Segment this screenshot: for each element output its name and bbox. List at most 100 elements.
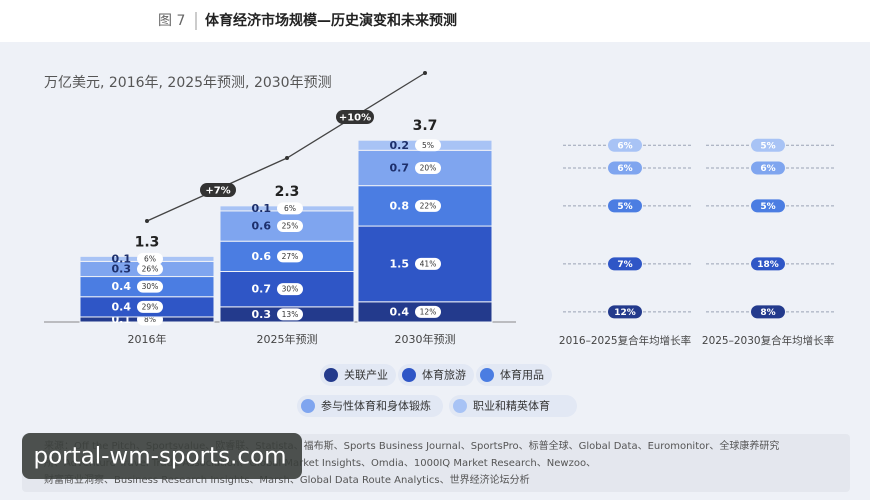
- share-label: 29%: [142, 302, 159, 311]
- growth-rate: 7%: [617, 260, 632, 270]
- legend-item: [476, 364, 552, 386]
- growth-rate: 6%: [760, 164, 775, 174]
- share-label: 5%: [422, 141, 434, 150]
- share-pill: [415, 305, 441, 318]
- share-pill: [137, 252, 163, 265]
- total-label: 2.3: [275, 184, 300, 200]
- growth-pill: [608, 161, 642, 175]
- growth-rate: 8%: [760, 308, 775, 318]
- legend-swatch: [301, 399, 315, 413]
- growth-pill: [608, 305, 642, 319]
- legend-item: [449, 395, 577, 417]
- column-header: 2025–2030复合年均增长率: [702, 334, 834, 347]
- figure-number: 图 7: [158, 13, 185, 29]
- growth-pill: [608, 257, 642, 271]
- growth-pill: [200, 183, 236, 197]
- segment-value: 0.2: [390, 139, 410, 152]
- growth-rate: 5%: [760, 141, 775, 151]
- share-label: 6%: [284, 204, 296, 213]
- legend-label: 体育旅游: [422, 368, 466, 382]
- growth-dot: [423, 71, 427, 75]
- growth-label: +7%: [205, 186, 230, 197]
- segment-value: 0.1: [112, 252, 132, 265]
- share-label: 41%: [420, 259, 437, 268]
- segment-value: 1.5: [390, 257, 410, 270]
- x-tick-label: 2030年预测: [395, 332, 456, 346]
- share-label: 25%: [282, 222, 299, 231]
- legend-swatch: [480, 368, 494, 382]
- watermark-box: [22, 433, 302, 479]
- legend-swatch: [324, 368, 338, 382]
- share-pill: [277, 308, 303, 321]
- share-label: 13%: [282, 310, 299, 319]
- share-label: 12%: [420, 307, 437, 316]
- growth-dot: [145, 219, 149, 223]
- share-label: 20%: [420, 163, 437, 172]
- growth-dot: [285, 156, 289, 160]
- growth-pill: [751, 305, 785, 319]
- share-pill: [277, 250, 303, 263]
- legend-swatch: [402, 368, 416, 382]
- growth-rate: 5%: [760, 202, 775, 212]
- share-label: 30%: [282, 285, 299, 294]
- share-label: 22%: [420, 201, 437, 210]
- segment-value: 0.8: [390, 199, 410, 212]
- share-label: 27%: [282, 252, 299, 261]
- bar-segment: [219, 210, 355, 242]
- legend-item: [398, 364, 474, 386]
- growth-pill: [608, 138, 642, 152]
- total-label: 3.7: [413, 118, 438, 134]
- segment-value: 0.1: [252, 202, 272, 215]
- growth-rate: 18%: [757, 260, 779, 270]
- growth-rate: 12%: [614, 308, 636, 318]
- header-band: [0, 0, 870, 42]
- growth-rate: 5%: [617, 202, 632, 212]
- growth-pill: [336, 110, 374, 124]
- legend-item: [297, 395, 443, 417]
- segment-value: 0.4: [390, 305, 410, 318]
- growth-rate: 6%: [617, 164, 632, 174]
- title: 体育经济市场规模—历史演变和未来预测: [205, 12, 457, 29]
- growth-rate: 6%: [617, 141, 632, 151]
- share-label: 8%: [144, 315, 156, 324]
- share-label: 30%: [142, 282, 159, 291]
- growth-pill: [751, 138, 785, 152]
- share-pill: [277, 220, 303, 233]
- legend-label: 参与性体育和身体锻炼: [321, 399, 431, 413]
- legend-swatch: [453, 399, 467, 413]
- growth-pill: [751, 257, 785, 271]
- legend-label: 职业和精英体育: [473, 399, 550, 413]
- bar-segment: [357, 185, 493, 227]
- x-tick-label: 2025年预测: [257, 332, 318, 346]
- total-label: 1.3: [135, 234, 160, 250]
- share-label: 26%: [142, 264, 159, 273]
- share-pill: [137, 300, 163, 313]
- subtitle: 万亿美元, 2016年, 2025年预测, 2030年预测: [44, 75, 332, 91]
- segment-value: 0.7: [390, 161, 410, 174]
- growth-pill: [751, 161, 785, 175]
- growth-pill: [608, 199, 642, 213]
- share-pill: [415, 139, 441, 152]
- segment-value: 0.4: [112, 280, 132, 293]
- legend-item: [320, 364, 396, 386]
- segment-value: 0.7: [252, 283, 272, 296]
- share-pill: [277, 283, 303, 296]
- segment-value: 0.6: [252, 220, 272, 233]
- share-pill: [415, 257, 441, 270]
- segment-value: 0.3: [112, 262, 132, 275]
- segment-value: 0.3: [252, 308, 272, 321]
- bars: 0.1 8% 0.4 29% 0.4 30% 0.3 26% 0.1 6% 1.3 2016年 0.3 1…: [79, 118, 834, 347]
- share-pill: [415, 161, 441, 174]
- column-header: 2016–2025复合年均增长率: [559, 334, 691, 347]
- segment-value: 0.6: [252, 250, 272, 263]
- share-pill: [137, 262, 163, 275]
- share-label: 6%: [144, 254, 156, 263]
- legend-label: 体育用品: [500, 368, 544, 382]
- share-pill: [277, 202, 303, 215]
- watermark: portal-wm-sports.com: [34, 444, 287, 470]
- share-pill: [415, 199, 441, 212]
- x-tick-label: 2016年: [128, 332, 167, 346]
